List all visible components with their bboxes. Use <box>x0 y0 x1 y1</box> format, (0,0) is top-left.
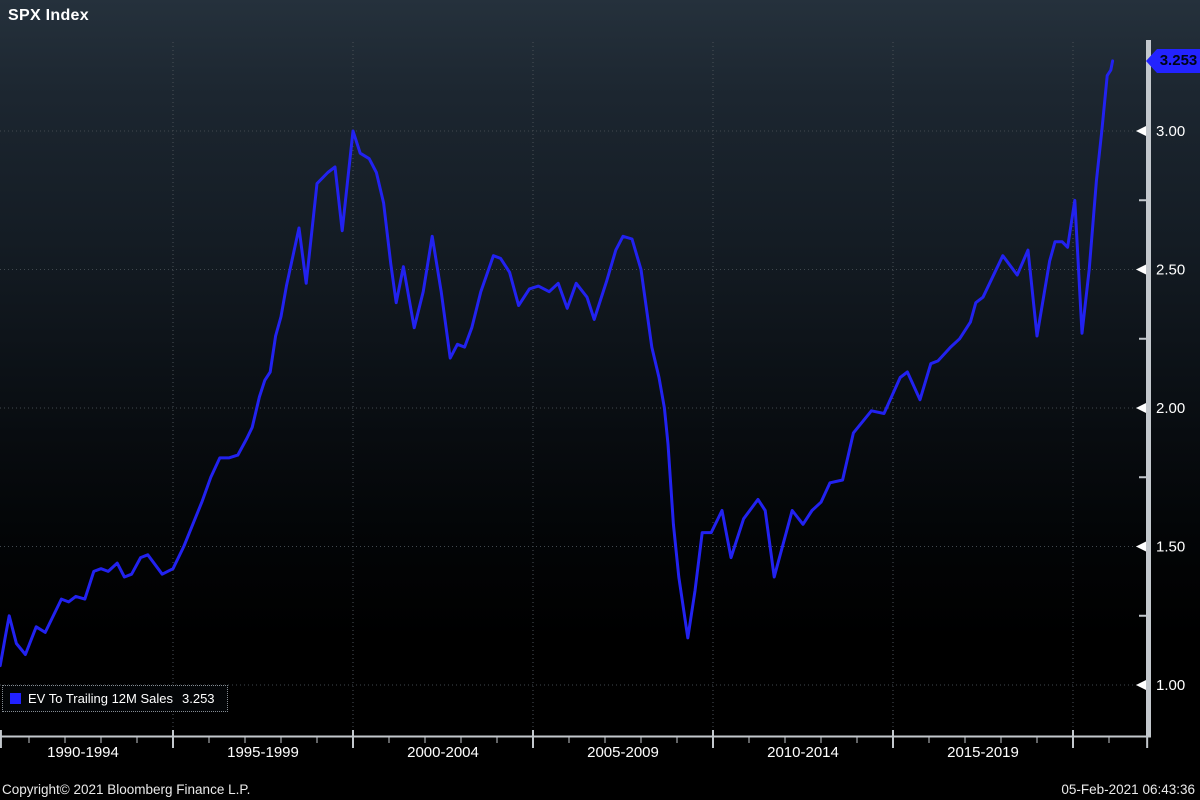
y-minor-tick <box>1139 614 1146 617</box>
y-axis-label: 2.00 <box>1156 400 1185 417</box>
y-minor-tick <box>1139 337 1146 340</box>
y-tick-arrow-icon <box>1136 403 1146 413</box>
x-axis-label: 2005-2009 <box>587 744 659 761</box>
x-axis-label: 2015-2019 <box>947 744 1019 761</box>
legend[interactable]: EV To Trailing 12M Sales 3.253 <box>2 685 228 712</box>
y-axis-line <box>1146 40 1151 737</box>
x-axis-label: 2010-2014 <box>767 744 839 761</box>
badge-value: 3.253 <box>1157 49 1200 73</box>
legend-swatch-icon <box>10 693 21 704</box>
y-tick-arrow-icon <box>1136 680 1146 690</box>
legend-value: 3.253 <box>182 691 215 706</box>
y-tick-arrow-icon <box>1136 541 1146 552</box>
series-line <box>0 59 1115 668</box>
y-axis-label: 3.00 <box>1156 123 1185 140</box>
x-axis-label: 1990-1994 <box>47 744 119 761</box>
legend-label: EV To Trailing 12M Sales <box>28 691 173 706</box>
x-axis-line <box>0 735 1151 738</box>
copyright-text: Copyright© 2021 Bloomberg Finance L.P. <box>2 782 251 797</box>
page-title: SPX Index <box>8 7 89 24</box>
y-tick-arrow-icon <box>1136 264 1146 275</box>
last-value-badge: 3.253 <box>1146 49 1200 73</box>
footer-bar: Copyright© 2021 Bloomberg Finance L.P. 0… <box>0 782 1200 797</box>
x-axis-label: 2000-2004 <box>407 744 479 761</box>
x-axis-label: 1995-1999 <box>227 744 299 761</box>
y-axis-label: 2.50 <box>1156 262 1185 279</box>
y-tick-arrow-icon <box>1136 126 1146 136</box>
y-axis-label: 1.50 <box>1156 539 1185 556</box>
y-axis-label: 1.00 <box>1156 677 1185 694</box>
y-minor-tick <box>1139 199 1146 202</box>
badge-arrow-icon <box>1146 49 1157 73</box>
y-minor-tick <box>1139 476 1146 479</box>
timestamp-text: 05-Feb-2021 06:43:36 <box>1061 782 1195 797</box>
